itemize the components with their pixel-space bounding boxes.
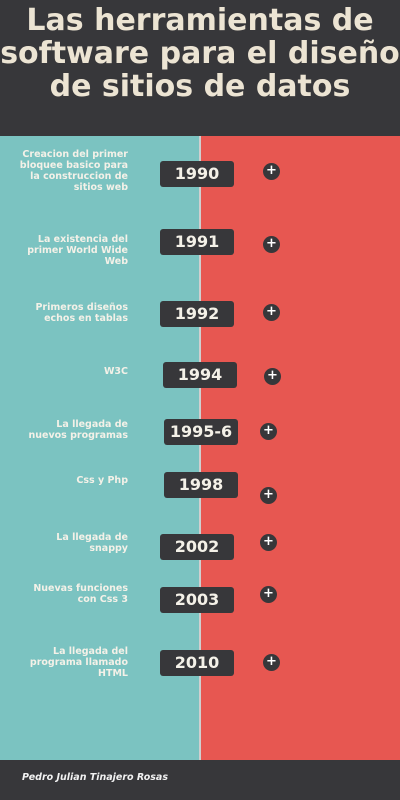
event-description: Css y Php	[76, 475, 128, 486]
header: Las herramientas de software para el dis…	[0, 0, 400, 136]
year-badge: 2002	[160, 534, 234, 560]
year-badge: 1991	[160, 229, 234, 255]
timeline-event: La llegada del programa llamado HTML 201…	[0, 0, 400, 679]
plus-icon[interactable]: +	[263, 654, 280, 671]
year-badge: 1994	[163, 362, 237, 388]
year-badge: 2010	[160, 650, 234, 676]
event-description: W3C	[103, 366, 128, 377]
timeline-event: La existencia del primer World Wide Web …	[0, 0, 400, 267]
timeline-event: Creacion del primer bloquee basico para …	[0, 0, 400, 193]
plus-icon[interactable]: +	[264, 368, 281, 385]
year-badge: 1990	[160, 161, 234, 187]
footer: Pedro Julian Tinajero Rosas	[0, 760, 400, 800]
plus-icon[interactable]: +	[263, 304, 280, 321]
plus-icon[interactable]: +	[260, 586, 277, 603]
timeline-divider	[199, 136, 201, 760]
year-badge: 1998	[164, 472, 238, 498]
timeline-event: La llegada de nuevos programas 1995-6 +	[0, 0, 400, 445]
timeline-event: Primeros diseños echos en tablas 1992 +	[0, 0, 400, 327]
plus-icon[interactable]: +	[263, 236, 280, 253]
plus-icon[interactable]: +	[260, 487, 277, 504]
timeline-event: W3C 1994 +	[0, 0, 400, 388]
plus-icon[interactable]: +	[260, 423, 277, 440]
event-description: La existencia del primer World Wide Web	[27, 234, 128, 267]
year-badge: 1992	[160, 301, 234, 327]
event-description: Creacion del primer bloquee basico para …	[19, 149, 128, 193]
timeline-event: Nuevas funciones con Css 3 2003 +	[0, 0, 400, 613]
event-description: La llegada de nuevos programas	[28, 419, 128, 441]
timeline-event: La llegada de snappy 2002 +	[0, 0, 400, 560]
timeline-event: Css y Php 1998 +	[0, 0, 400, 504]
event-description: La llegada del programa llamado HTML	[29, 646, 128, 679]
year-badge: 2003	[160, 587, 234, 613]
event-description: Nuevas funciones con Css 3	[33, 583, 128, 605]
event-description: Primeros diseños echos en tablas	[35, 302, 128, 324]
plus-icon[interactable]: +	[260, 534, 277, 551]
year-badge: 1995-6	[164, 419, 238, 445]
event-description: La llegada de snappy	[56, 532, 128, 554]
author-credit: Pedro Julian Tinajero Rosas	[22, 772, 168, 783]
plus-icon[interactable]: +	[263, 163, 280, 180]
page-title: Las herramientas de software para el dis…	[0, 3, 400, 104]
